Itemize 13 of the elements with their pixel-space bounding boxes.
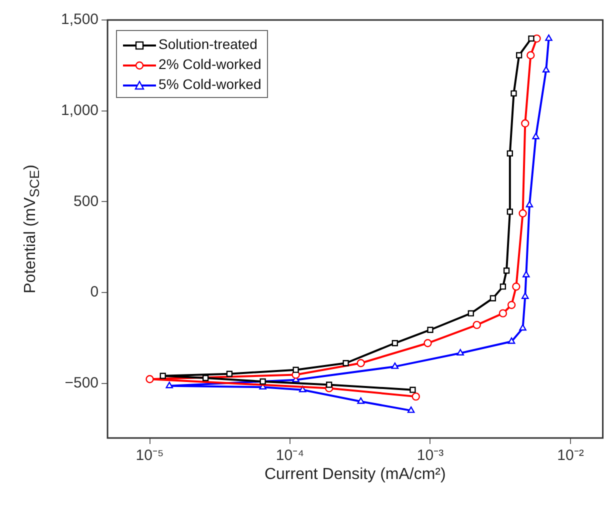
legend-label: Solution-treated [158,36,258,52]
y-tick-label: 1,000 [60,102,99,120]
x-axis-title: Current Density (mA/cm²) [263,466,447,484]
x-tick-label: 10⁻² [557,447,584,464]
y-tick-label: 0 [90,284,99,301]
x-tick-label: 10⁻⁵ [136,447,164,464]
legend-label: 2% Cold-worked [158,56,262,72]
legend-label: 5% Cold-worked [158,76,262,92]
x-tick-label: 10⁻⁴ [276,447,304,464]
y-tick-label: 1,500 [60,11,99,28]
y-tick-label: −500 [64,374,99,392]
x-tick-label: 10⁻³ [416,447,444,464]
y-tick-label: 500 [74,192,99,210]
